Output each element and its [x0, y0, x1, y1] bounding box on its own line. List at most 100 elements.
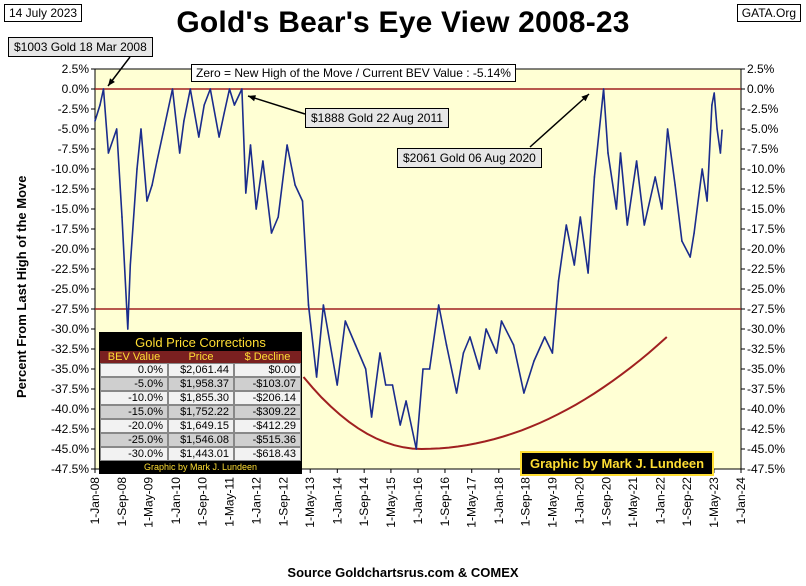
table-cell: -10.0%	[100, 391, 168, 405]
data-point	[478, 368, 481, 370]
table-cell: $1,958.37	[168, 377, 234, 391]
x-tick-label: 1-Sep-08	[115, 477, 129, 527]
table-header: BEV Value Price $ Decline	[100, 351, 301, 363]
data-point	[163, 128, 165, 130]
data-point	[399, 424, 402, 426]
data-point	[716, 128, 718, 130]
data-point	[593, 176, 596, 178]
data-point	[469, 336, 471, 338]
table-cell: $1,649.15	[168, 419, 234, 433]
table-cell: $1,546.08	[168, 433, 234, 447]
y-tick-label-left: -37.5%	[51, 382, 89, 396]
table-header-cell: $ Decline	[244, 351, 291, 363]
data-point	[171, 88, 174, 90]
chart-title: Gold's Bear's Eye View 2008-23	[176, 6, 630, 39]
data-point	[364, 368, 367, 370]
data-point	[635, 160, 638, 162]
data-point	[689, 256, 691, 258]
table-cell: $2,061.44	[168, 363, 234, 377]
table-cell: -$206.14	[234, 391, 301, 405]
x-tick-label: 1-Sep-16	[438, 477, 452, 527]
y-tick-label-right: 0.0%	[747, 82, 775, 96]
data-point	[344, 320, 347, 322]
y-tick-label-right: -35.0%	[747, 362, 785, 376]
data-point	[719, 152, 722, 154]
data-point	[99, 104, 101, 106]
y-tick-label-right: -5.0%	[747, 122, 779, 136]
data-point	[428, 368, 431, 370]
x-tick-label: 1-Jan-22	[653, 477, 667, 525]
table-row: -10.0% $1,855.30 -$206.14	[100, 391, 301, 405]
x-tick-label: 1-May-15	[384, 477, 398, 528]
y-tick-label-left: -35.0%	[51, 362, 89, 376]
callout-2011-arrow	[247, 95, 306, 115]
data-point	[233, 104, 236, 106]
data-point	[370, 416, 373, 418]
data-point	[203, 104, 206, 106]
data-point	[579, 216, 582, 218]
data-point	[661, 208, 663, 210]
y-tick-label-right: -20.0%	[747, 242, 785, 256]
y-tick-label-left: -32.5%	[51, 342, 89, 356]
table-cell: $1,752.22	[168, 405, 234, 419]
x-tick-label: 1-Sep-14	[357, 477, 371, 527]
y-tick-label-left: -30.0%	[51, 322, 89, 336]
data-point	[183, 120, 185, 122]
data-point	[711, 104, 713, 106]
table-footer: Graphic by Mark J. Lundeen	[143, 462, 258, 472]
y-tick-label-right: -37.5%	[747, 382, 785, 396]
y-tick-label-right: -27.5%	[747, 302, 785, 316]
data-point	[140, 128, 142, 130]
callout-2020: $2061 Gold 06 Aug 2020	[397, 148, 542, 168]
x-tick-label: 1-Sep-22	[680, 477, 694, 527]
data-point	[115, 128, 118, 130]
y-tick-label-right: -25.0%	[747, 282, 785, 296]
y-tick-label-right: -42.5%	[747, 422, 785, 436]
data-point	[223, 112, 226, 114]
y-axis-label: Percent From Last High of the Move	[14, 175, 29, 398]
y-tick-label-left: -17.5%	[51, 222, 89, 236]
table-row: -20.0% $1,649.15 -$412.29	[100, 419, 301, 433]
data-point	[405, 400, 407, 402]
y-tick-label-left: -45.0%	[51, 442, 89, 456]
y-tick-label-right: -12.5%	[747, 182, 785, 196]
data-point	[151, 184, 153, 186]
zero-note: Zero = New High of the Move / Current BE…	[191, 64, 516, 82]
data-point	[674, 184, 676, 186]
y-tick-label-right: 2.5%	[747, 62, 775, 76]
date-label: 14 July 2023	[4, 4, 83, 22]
table-cell: -$309.22	[234, 405, 301, 419]
callout-2008: $1003 Gold 18 Mar 2008	[8, 37, 153, 57]
y-tick-label-right: -40.0%	[747, 402, 785, 416]
data-point	[209, 88, 212, 90]
x-tick-label: 1-Sep-12	[276, 477, 290, 527]
callout-2011-arrow-head	[248, 95, 256, 102]
data-point	[523, 392, 525, 394]
data-point	[693, 232, 695, 234]
data-point	[445, 344, 448, 346]
y-tick-label-left: -42.5%	[51, 422, 89, 436]
table-header-cell: BEV Value	[107, 351, 161, 363]
y-tick-label-right: -2.5%	[747, 102, 779, 116]
y-tick-label-left: -40.0%	[51, 402, 89, 416]
table-cell: -20.0%	[100, 419, 168, 433]
x-tick-label: 1-May-11	[222, 477, 236, 527]
table-cell: -5.0%	[100, 377, 168, 391]
y-tick-label-left: -27.5%	[51, 302, 89, 316]
y-tick-label-right: -32.5%	[747, 342, 785, 356]
data-point	[107, 152, 110, 154]
data-point	[533, 360, 535, 362]
table-cell: $1,855.30	[168, 391, 234, 405]
table-cell: $1,443.01	[168, 447, 234, 461]
x-tick-label: 1-May-13	[303, 477, 317, 528]
y-tick-label-right: -47.5%	[747, 462, 785, 476]
data-point	[462, 352, 465, 354]
data-point	[102, 88, 105, 90]
data-point	[607, 152, 609, 154]
table-cell: -$412.29	[234, 419, 301, 433]
x-tick-label: 1-May-19	[545, 477, 559, 528]
source-tag: GATA.Org	[736, 4, 801, 22]
y-tick-label-left: -10.0%	[51, 162, 89, 176]
corrections-table: Gold Price Corrections BEV Value Price $…	[99, 332, 302, 474]
